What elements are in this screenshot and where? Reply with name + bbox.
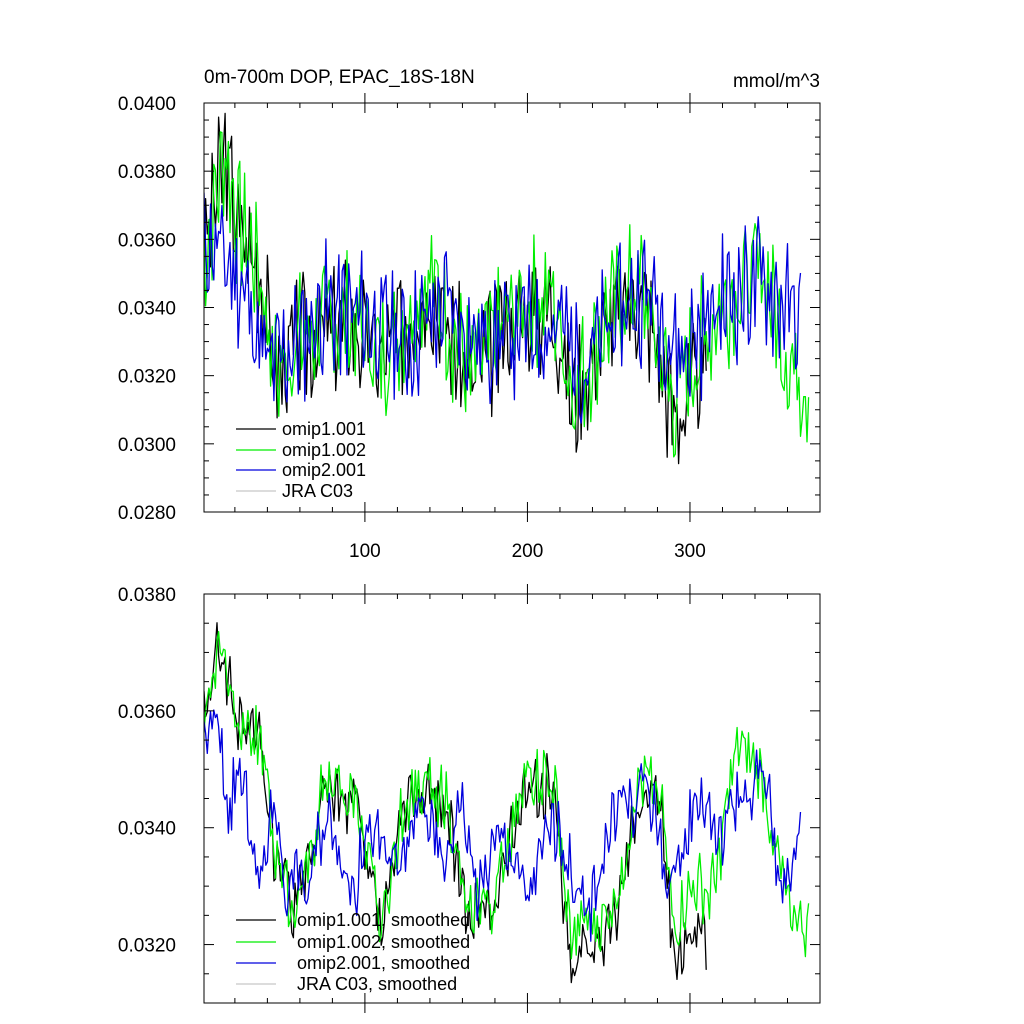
bottom-legend-label-1: omip1.001, smoothed [297,910,470,930]
bottom-panel: 0.0320 0.0340 0.0360 0.0380 omip1.001, smoo… [118,584,821,1013]
top-x-tick-label: 200 [512,541,544,562]
top-legend: omip1.001 omip1.002 omip2.001 JRA C03 [236,419,366,501]
top-chart-units: mmol/m^3 [733,71,820,92]
bottom-y-tick-label: 0.0340 [118,819,176,840]
bottom-series-group [204,622,810,984]
bottom-axes: 0.0320 0.0340 0.0360 0.0380 [118,584,820,1013]
top-chart-title: 0m-700m DOP, EPAC_18S-18N [204,67,475,88]
top-series-line-3 [204,192,802,424]
bottom-y-tick-label: 0.0320 [118,936,176,957]
top-legend-label-3: omip2.001 [282,460,366,480]
top-panel: 0m-700m DOP, EPAC_18S-18N mmol/m^3 0.028… [118,67,821,562]
top-plot-area [204,112,810,465]
bottom-y-tick-label: 0.0380 [118,585,176,606]
top-y-tick-label: 0.0360 [118,230,176,251]
top-series-group [204,112,810,465]
bottom-legend-label-4: JRA C03, smoothed [297,974,457,994]
top-y-tick-label: 0.0400 [118,94,176,115]
top-legend-label-1: omip1.001 [282,419,366,439]
top-y-tick-label: 0.0340 [118,299,176,320]
bottom-legend-label-3: omip2.001, smoothed [297,953,470,973]
top-y-tick-label: 0.0380 [118,162,176,183]
bottom-plot-area [204,622,810,984]
top-series-line-2 [204,131,810,458]
bottom-series-line-3 [204,709,802,942]
bottom-y-tick-label: 0.0360 [118,702,176,723]
top-y-tick-label: 0.0320 [118,367,176,388]
top-x-tick-label: 300 [674,541,706,562]
bottom-legend-label-2: omip1.002, smoothed [297,932,470,952]
top-x-tick-label: 100 [349,541,381,562]
bottom-legend: omip1.001, smoothed omip1.002, smoothed … [236,910,470,994]
top-y-tick-label: 0.0300 [118,435,176,456]
top-legend-label-2: omip1.002 [282,440,366,460]
top-y-tick-label: 0.0280 [118,503,176,524]
top-legend-label-4: JRA C03 [282,481,353,501]
top-axes: 0.0280 0.0300 0.0320 0.0340 0.0360 0.0380 0.04… [118,93,820,562]
